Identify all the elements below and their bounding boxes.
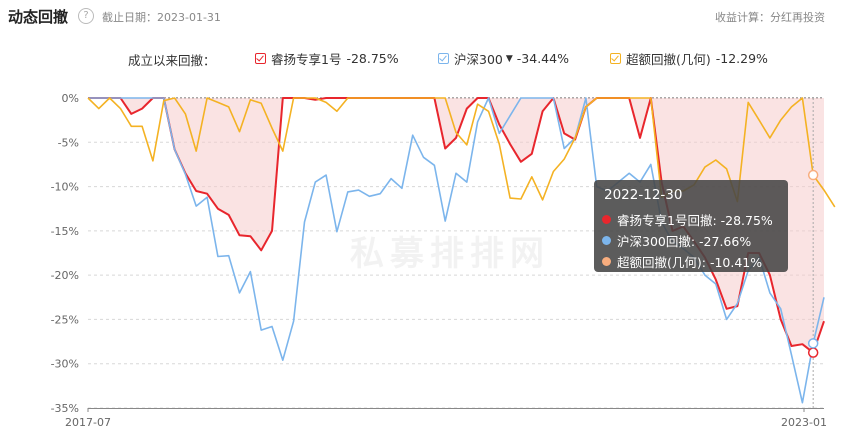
hover-marker-2 [807,169,819,181]
checkbox-icon [255,53,266,64]
checkbox-icon [610,53,621,64]
hover-markers [807,98,819,408]
tooltip-row-excess-text: 超额回撤(几何): -10.41% [617,255,763,270]
chevron-down-icon[interactable]: ▼ [505,53,513,64]
x-tick-label: 2023-01 [781,416,827,429]
tooltip-row-hs300-text: 沪深300回撤: -27.66% [617,234,752,249]
x-tick-label: 2017-07 [65,416,111,429]
tooltip: 2022-12-30 睿扬专享1号回撤: -28.75% 沪深300回撤: -2… [594,180,788,272]
legend-item-excess[interactable]: 超额回撤(几何) -12.29% [610,49,768,68]
tooltip-row-hs300: 沪深300回撤: -27.66% [602,231,751,250]
legend-item-excess-name: 超额回撤(几何) [626,52,711,67]
legend-item-fund-value: -28.75% [346,51,399,66]
series-line-2[interactable] [87,97,836,208]
cutoff-date-label: 截止日期：2023-01-31 [102,11,221,24]
legend-item-hs300-name: 沪深300 [454,52,503,67]
legend-item-fund[interactable]: 睿扬专享1号 -28.75% [255,49,399,68]
legend-title: 成立以来回撤： [128,53,216,68]
watermark: 私募排排网 [350,234,550,274]
legend-item-excess-value: -12.29% [715,51,768,66]
tooltip-row-fund-text: 睿扬专享1号回撤: -28.75% [617,213,773,228]
y-tick-label: -5% [58,136,79,149]
y-tick-label: -30% [51,358,79,371]
y-tick-label: -15% [51,225,79,238]
hover-marker-1 [807,338,819,349]
dot-icon [602,215,611,224]
axes: 0% -5% -10% -15% -20% -25% -30% -35%2017-07 2023… [51,92,827,429]
chart-title: 动态回撤 [8,8,69,26]
dot-icon [602,257,611,266]
series-area-0 [88,98,824,353]
legend-item-fund-name: 睿扬专享1号 [271,52,342,67]
tooltip-row-fund: 睿扬专享1号回撤: -28.75% [602,210,773,229]
area-fill [88,98,824,353]
legend-item-hs300[interactable]: 沪深300 ▼ -34.44% [438,49,569,68]
hover-marker-0 [807,347,819,358]
tooltip-date: 2022-12-30 [604,187,683,203]
checkbox-icon [438,53,449,64]
legend-item-hs300-value: -34.44% [516,51,569,66]
dot-icon [602,236,611,245]
y-tick-label: 0% [62,92,79,105]
y-tick-label: -35% [51,402,79,415]
y-tick-label: -10% [51,181,79,194]
legend: 成立以来回撤： 睿扬专享1号 -28.75% 沪深300 ▼ -34.44% 超… [0,48,841,68]
y-tick-label: -25% [51,313,79,326]
help-icon[interactable]: ? [78,8,94,24]
tooltip-row-excess: 超额回撤(几何): -10.41% [602,252,762,271]
calc-method-label[interactable]: 收益计算：分红再投资 [715,11,825,24]
y-tick-label: -20% [51,269,79,282]
chart-header: 动态回撤 ? 截止日期：2023-01-31 收益计算：分红再投资 [0,0,841,34]
